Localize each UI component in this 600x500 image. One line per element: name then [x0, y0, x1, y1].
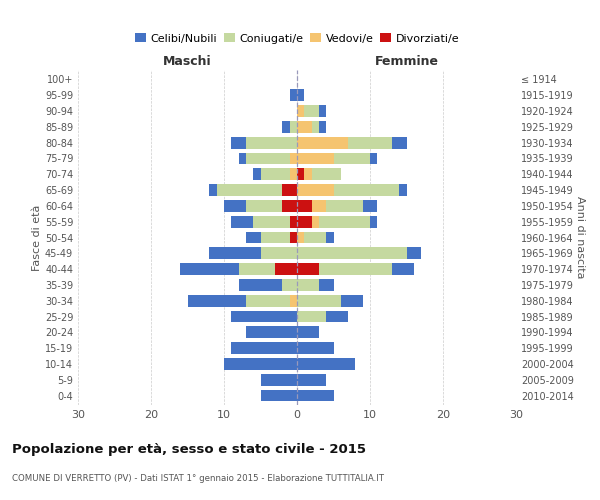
Bar [297, 216, 319, 228]
Bar [187, 295, 297, 306]
Text: Maschi: Maschi [163, 56, 212, 68]
Bar [297, 263, 392, 275]
Bar [297, 121, 311, 133]
Bar [297, 263, 414, 275]
Bar [297, 168, 304, 180]
Bar [209, 248, 297, 259]
Bar [297, 248, 407, 259]
Bar [275, 263, 297, 275]
Bar [297, 200, 377, 212]
Bar [246, 326, 297, 338]
Bar [290, 216, 297, 228]
Bar [297, 121, 319, 133]
Bar [260, 168, 297, 180]
Bar [297, 105, 304, 117]
Bar [290, 216, 297, 228]
Bar [283, 200, 297, 212]
Bar [297, 168, 341, 180]
Bar [239, 152, 297, 164]
Bar [297, 295, 362, 306]
Bar [232, 137, 297, 148]
Bar [232, 310, 297, 322]
Bar [297, 121, 326, 133]
Bar [246, 152, 297, 164]
Bar [297, 390, 334, 402]
Bar [290, 232, 297, 243]
Bar [246, 137, 297, 148]
Bar [297, 216, 311, 228]
Bar [283, 184, 297, 196]
Bar [283, 184, 297, 196]
Bar [290, 168, 297, 180]
Bar [297, 263, 319, 275]
Bar [297, 137, 392, 148]
Bar [297, 295, 341, 306]
Bar [260, 248, 297, 259]
Bar [224, 358, 297, 370]
Bar [239, 279, 297, 291]
Bar [260, 390, 297, 402]
Bar [297, 184, 407, 196]
Bar [290, 152, 297, 164]
Bar [297, 152, 334, 164]
Bar [297, 90, 304, 101]
Bar [253, 216, 297, 228]
Bar [297, 216, 370, 228]
Bar [297, 168, 341, 180]
Bar [260, 374, 297, 386]
Bar [260, 232, 297, 243]
Bar [297, 326, 319, 338]
Bar [290, 90, 297, 101]
Bar [297, 358, 355, 370]
Bar [283, 121, 297, 133]
Bar [290, 121, 297, 133]
Legend: Celibi/Nubili, Coniugati/e, Vedovi/e, Divorziati/e: Celibi/Nubili, Coniugati/e, Vedovi/e, Di… [130, 28, 464, 48]
Bar [297, 342, 334, 354]
Bar [297, 232, 326, 243]
Bar [275, 263, 297, 275]
Bar [297, 232, 304, 243]
Bar [297, 263, 319, 275]
Bar [283, 200, 297, 212]
Bar [246, 295, 297, 306]
Bar [283, 279, 297, 291]
Bar [297, 310, 348, 322]
Bar [232, 216, 297, 228]
Bar [239, 263, 297, 275]
Text: Femmine: Femmine [374, 56, 439, 68]
Bar [297, 152, 377, 164]
Bar [246, 232, 297, 243]
Bar [297, 200, 362, 212]
Bar [297, 232, 334, 243]
Bar [297, 137, 407, 148]
Bar [297, 248, 421, 259]
Bar [297, 105, 326, 117]
Bar [180, 263, 297, 275]
Bar [297, 105, 319, 117]
Bar [297, 200, 326, 212]
Bar [217, 184, 297, 196]
Y-axis label: Fasce di età: Fasce di età [32, 204, 42, 270]
Bar [297, 184, 334, 196]
Bar [290, 232, 297, 243]
Bar [297, 374, 326, 386]
Bar [246, 200, 297, 212]
Bar [297, 152, 370, 164]
Bar [297, 279, 319, 291]
Bar [297, 216, 377, 228]
Bar [297, 200, 311, 212]
Bar [290, 295, 297, 306]
Bar [224, 200, 297, 212]
Text: Popolazione per età, sesso e stato civile - 2015: Popolazione per età, sesso e stato civil… [12, 442, 366, 456]
Y-axis label: Anni di nascita: Anni di nascita [575, 196, 585, 279]
Bar [297, 184, 399, 196]
Bar [253, 168, 297, 180]
Bar [297, 310, 326, 322]
Text: COMUNE DI VERRETTO (PV) - Dati ISTAT 1° gennaio 2015 - Elaborazione TUTTITALIA.I: COMUNE DI VERRETTO (PV) - Dati ISTAT 1° … [12, 474, 384, 483]
Bar [232, 342, 297, 354]
Bar [297, 279, 334, 291]
Bar [209, 184, 297, 196]
Bar [297, 137, 348, 148]
Bar [297, 168, 311, 180]
